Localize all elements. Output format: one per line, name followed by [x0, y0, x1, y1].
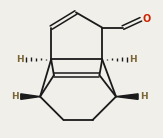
Text: O: O [142, 14, 150, 24]
Polygon shape [21, 94, 40, 99]
Polygon shape [116, 94, 138, 99]
Text: H: H [129, 55, 137, 64]
Text: H: H [11, 92, 18, 101]
Text: H: H [141, 92, 148, 101]
Text: H: H [16, 55, 24, 64]
